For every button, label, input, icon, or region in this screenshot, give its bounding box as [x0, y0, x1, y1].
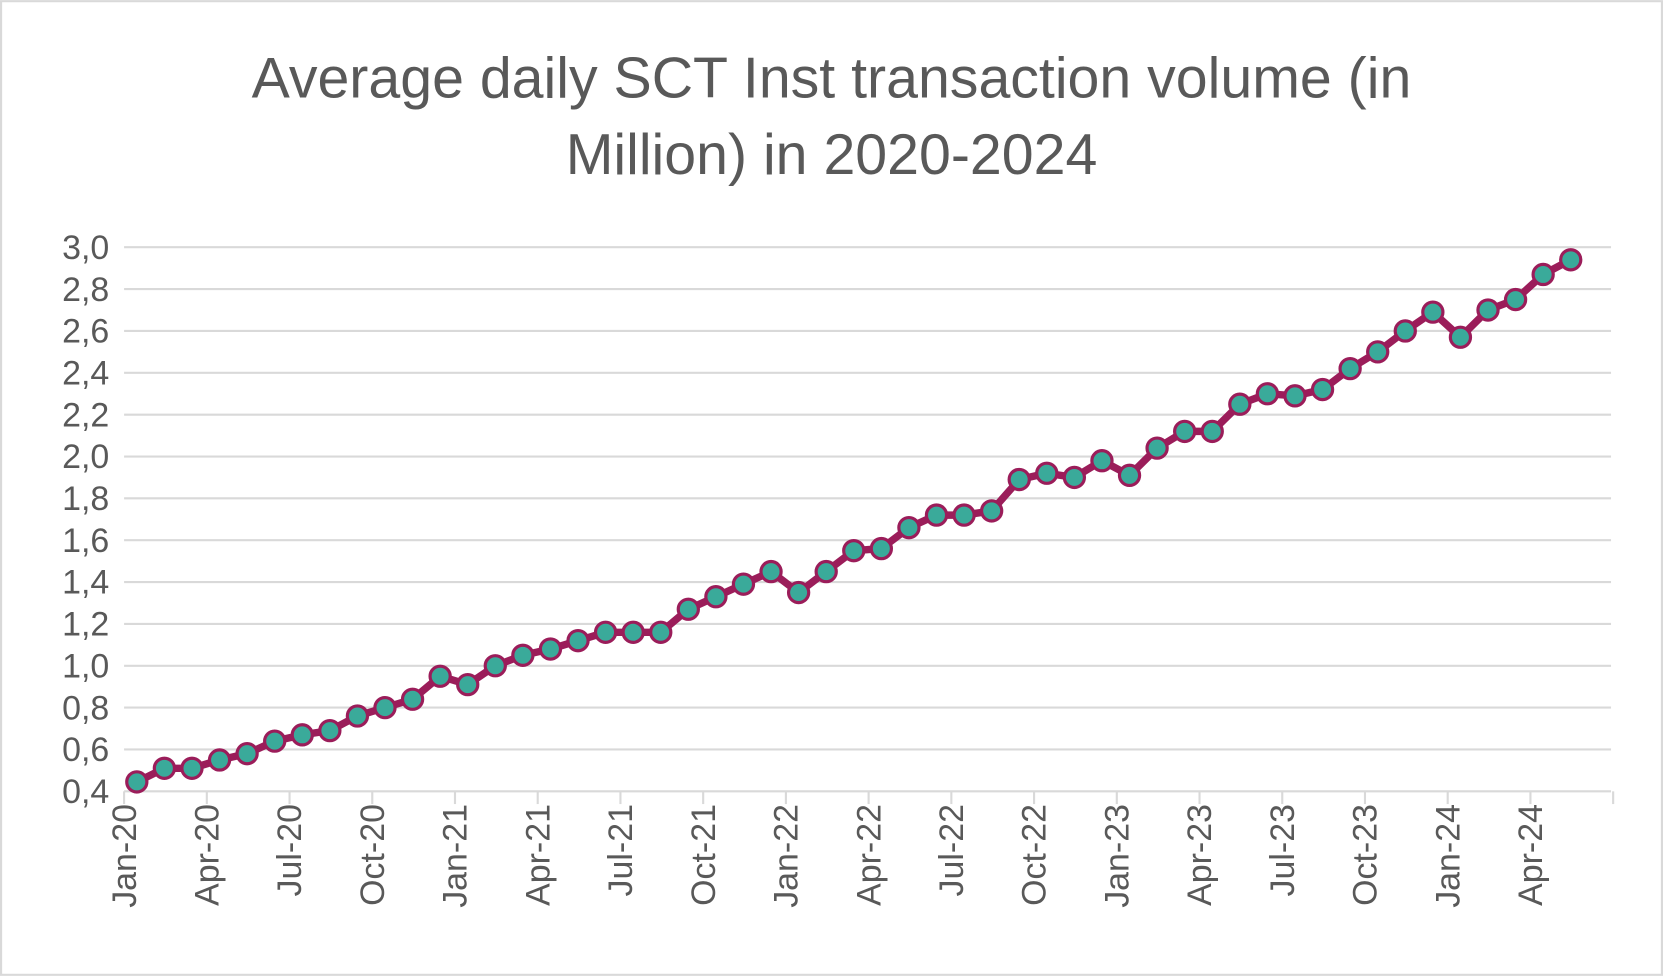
- x-tick-label: Oct-21: [685, 804, 723, 906]
- data-point: [1200, 419, 1224, 444]
- data-point: [1035, 461, 1059, 485]
- y-tick-label: 1,4: [62, 564, 109, 602]
- data-point: [1559, 248, 1583, 272]
- x-tick-label: Jul-22: [933, 804, 971, 896]
- x-tick-label: Oct-20: [354, 804, 392, 906]
- data-point: [235, 741, 259, 766]
- data-point: [1531, 262, 1555, 287]
- data-point: [979, 499, 1004, 523]
- y-tick-label: 1,2: [62, 606, 109, 644]
- y-tick-label: 0,4: [62, 773, 109, 811]
- data-point: [1421, 300, 1445, 324]
- data-point: [1145, 436, 1169, 460]
- x-tick-label: Jul-23: [1264, 804, 1302, 896]
- data-point: [1283, 384, 1307, 408]
- chart-title-line-1: Average daily SCT Inst transaction volum…: [252, 47, 1412, 111]
- data-point: [483, 654, 507, 678]
- x-tick-label: Oct-23: [1347, 804, 1385, 906]
- data-point: [125, 770, 149, 794]
- data-point: [1503, 287, 1528, 312]
- data-point: [263, 729, 287, 753]
- data-point: [1448, 325, 1473, 349]
- data-point: [400, 687, 425, 711]
- data-point: [1366, 340, 1390, 364]
- data-point: [566, 628, 590, 653]
- x-tick-label: Jan-22: [768, 804, 806, 908]
- y-tick-label: 1,6: [62, 522, 109, 560]
- data-point: [511, 643, 535, 667]
- data-point: [152, 756, 177, 780]
- data-point: [318, 718, 342, 743]
- data-point: [1062, 465, 1087, 490]
- y-tick-label: 0,8: [62, 689, 109, 727]
- y-tick-label: 1,0: [62, 647, 109, 685]
- data-point: [897, 515, 921, 540]
- data-point: [1476, 298, 1500, 322]
- data-point: [924, 503, 949, 527]
- data-point: [1173, 419, 1197, 444]
- y-tick-label: 2,4: [62, 354, 109, 392]
- data-point: [1338, 356, 1362, 381]
- chart-title-line-2: Million) in 2020-2024: [566, 123, 1098, 187]
- data-point: [621, 620, 645, 644]
- data-point: [676, 597, 700, 621]
- data-point: [345, 704, 370, 728]
- y-tick-label: 2,8: [62, 271, 109, 309]
- x-tick-label: Jul-20: [271, 804, 309, 896]
- data-point: [814, 559, 838, 584]
- data-point: [290, 723, 314, 747]
- data-point: [1007, 467, 1031, 492]
- x-tick-label: Apr-23: [1181, 804, 1219, 906]
- x-tick-label: Apr-21: [519, 804, 557, 906]
- data-point: [1090, 449, 1114, 473]
- x-tick-label: Oct-22: [1016, 804, 1054, 906]
- x-tick-label: Jan-24: [1429, 804, 1467, 908]
- y-tick-label: 0,6: [62, 731, 109, 769]
- x-tick-label: Jan-23: [1098, 804, 1136, 908]
- data-point: [1117, 463, 1142, 488]
- y-tick-label: 2,2: [62, 396, 109, 434]
- x-tick-label: Jan-21: [437, 804, 475, 908]
- data-point: [786, 580, 811, 605]
- data-point: [593, 620, 618, 644]
- data-point: [1393, 319, 1417, 343]
- y-tick-label: 2,6: [62, 313, 109, 351]
- x-tick-label: Apr-20: [188, 804, 226, 906]
- data-point: [373, 695, 397, 720]
- data-point: [1228, 392, 1252, 416]
- x-tick-label: Apr-22: [850, 804, 888, 906]
- x-tick-label: Jan-20: [106, 804, 144, 908]
- y-tick-label: 2,0: [62, 438, 109, 476]
- data-point: [1310, 377, 1335, 402]
- data-point: [649, 620, 673, 644]
- x-tick-label: Apr-24: [1512, 804, 1550, 906]
- data-point: [731, 572, 756, 596]
- data-point: [180, 756, 204, 780]
- data-point: [869, 536, 894, 561]
- y-tick-label: 3,0: [62, 229, 109, 267]
- data-point: [428, 664, 452, 688]
- x-tick-label: Jul-21: [602, 804, 640, 896]
- data-point: [538, 637, 563, 661]
- data-point: [842, 539, 866, 563]
- data-point: [456, 672, 480, 697]
- data-point: [704, 585, 728, 609]
- data-point: [207, 748, 232, 772]
- y-tick-label: 1,8: [62, 480, 109, 518]
- data-point: [952, 503, 976, 527]
- data-point: [1255, 382, 1280, 406]
- data-point: [759, 559, 783, 584]
